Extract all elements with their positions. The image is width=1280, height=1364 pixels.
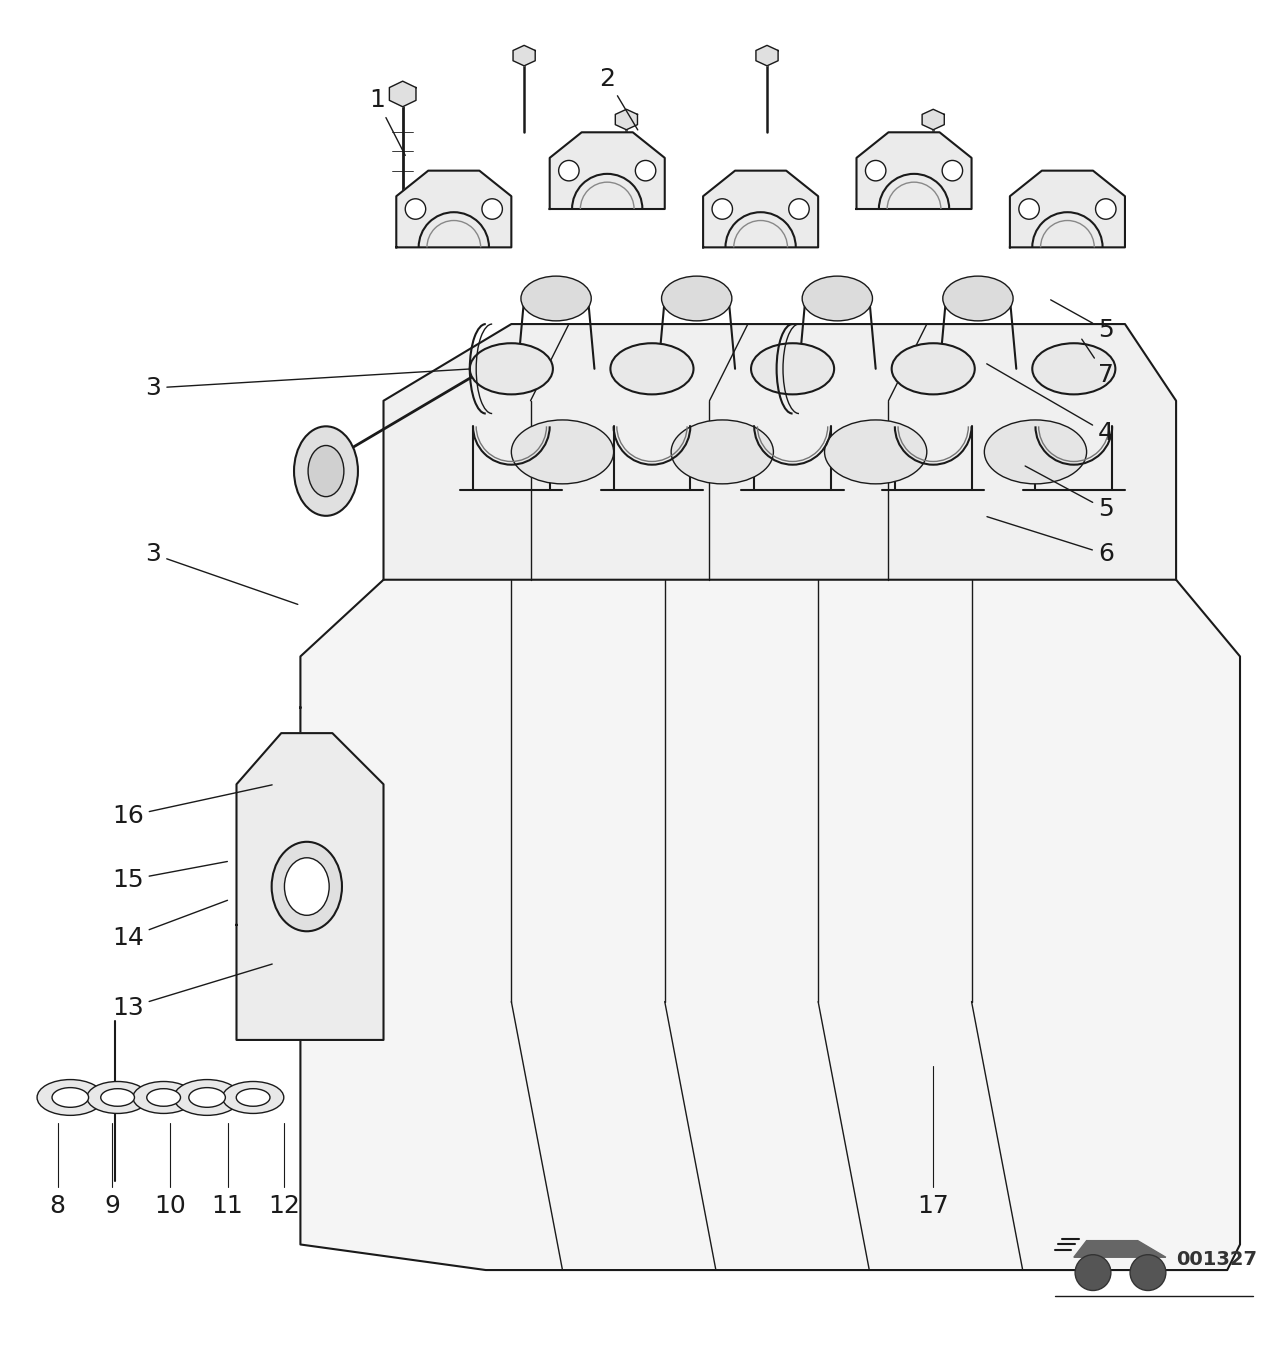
Circle shape bbox=[406, 199, 426, 220]
Text: 4: 4 bbox=[987, 364, 1114, 445]
Ellipse shape bbox=[147, 1088, 180, 1106]
Text: 12: 12 bbox=[268, 1194, 300, 1218]
Ellipse shape bbox=[824, 420, 927, 484]
Text: 3: 3 bbox=[146, 542, 298, 604]
Ellipse shape bbox=[803, 276, 873, 321]
Ellipse shape bbox=[174, 1079, 241, 1116]
Circle shape bbox=[865, 161, 886, 181]
Ellipse shape bbox=[671, 420, 773, 484]
Ellipse shape bbox=[284, 858, 329, 915]
Ellipse shape bbox=[511, 420, 613, 484]
Ellipse shape bbox=[1032, 344, 1115, 394]
Circle shape bbox=[1130, 1255, 1166, 1290]
Ellipse shape bbox=[52, 1087, 88, 1108]
Circle shape bbox=[1019, 199, 1039, 220]
Ellipse shape bbox=[189, 1087, 225, 1108]
Polygon shape bbox=[513, 45, 535, 65]
Polygon shape bbox=[237, 732, 384, 1039]
Text: 16: 16 bbox=[111, 784, 273, 828]
Text: 1: 1 bbox=[369, 89, 406, 155]
Ellipse shape bbox=[751, 344, 835, 394]
Ellipse shape bbox=[943, 276, 1012, 321]
Ellipse shape bbox=[271, 842, 342, 932]
Polygon shape bbox=[856, 132, 972, 209]
Polygon shape bbox=[389, 82, 416, 106]
Text: 3: 3 bbox=[146, 370, 470, 400]
Ellipse shape bbox=[662, 276, 732, 321]
Ellipse shape bbox=[101, 1088, 134, 1106]
Ellipse shape bbox=[87, 1082, 148, 1113]
Ellipse shape bbox=[308, 446, 344, 496]
Ellipse shape bbox=[37, 1079, 104, 1116]
Polygon shape bbox=[703, 170, 818, 247]
Polygon shape bbox=[1074, 1241, 1166, 1258]
Text: 11: 11 bbox=[211, 1194, 243, 1218]
Ellipse shape bbox=[470, 344, 553, 394]
Text: 13: 13 bbox=[111, 964, 273, 1020]
Text: 14: 14 bbox=[111, 900, 228, 949]
Circle shape bbox=[1096, 199, 1116, 220]
Circle shape bbox=[942, 161, 963, 181]
Polygon shape bbox=[1010, 170, 1125, 247]
Circle shape bbox=[1075, 1255, 1111, 1290]
Polygon shape bbox=[301, 580, 1240, 1270]
Polygon shape bbox=[922, 109, 945, 130]
Text: 8: 8 bbox=[50, 1194, 65, 1218]
Text: 17: 17 bbox=[918, 1194, 948, 1218]
Text: 5: 5 bbox=[1051, 300, 1114, 342]
Ellipse shape bbox=[133, 1082, 195, 1113]
Polygon shape bbox=[384, 325, 1176, 580]
Polygon shape bbox=[549, 132, 664, 209]
Ellipse shape bbox=[294, 427, 358, 516]
Text: 5: 5 bbox=[1025, 466, 1114, 521]
Circle shape bbox=[788, 199, 809, 220]
Ellipse shape bbox=[521, 276, 591, 321]
Text: 15: 15 bbox=[113, 862, 228, 892]
Text: 7: 7 bbox=[1082, 340, 1114, 387]
Ellipse shape bbox=[237, 1088, 270, 1106]
Text: 001327: 001327 bbox=[1176, 1251, 1257, 1270]
Circle shape bbox=[558, 161, 579, 181]
Polygon shape bbox=[756, 45, 778, 65]
Circle shape bbox=[635, 161, 655, 181]
Polygon shape bbox=[397, 170, 511, 247]
Ellipse shape bbox=[892, 344, 975, 394]
Ellipse shape bbox=[611, 344, 694, 394]
Circle shape bbox=[712, 199, 732, 220]
Ellipse shape bbox=[223, 1082, 284, 1113]
Text: 2: 2 bbox=[599, 67, 637, 130]
Text: 9: 9 bbox=[105, 1194, 120, 1218]
Ellipse shape bbox=[984, 420, 1087, 484]
Text: 10: 10 bbox=[154, 1194, 186, 1218]
Text: 6: 6 bbox=[987, 517, 1114, 566]
Circle shape bbox=[483, 199, 502, 220]
Polygon shape bbox=[616, 109, 637, 130]
